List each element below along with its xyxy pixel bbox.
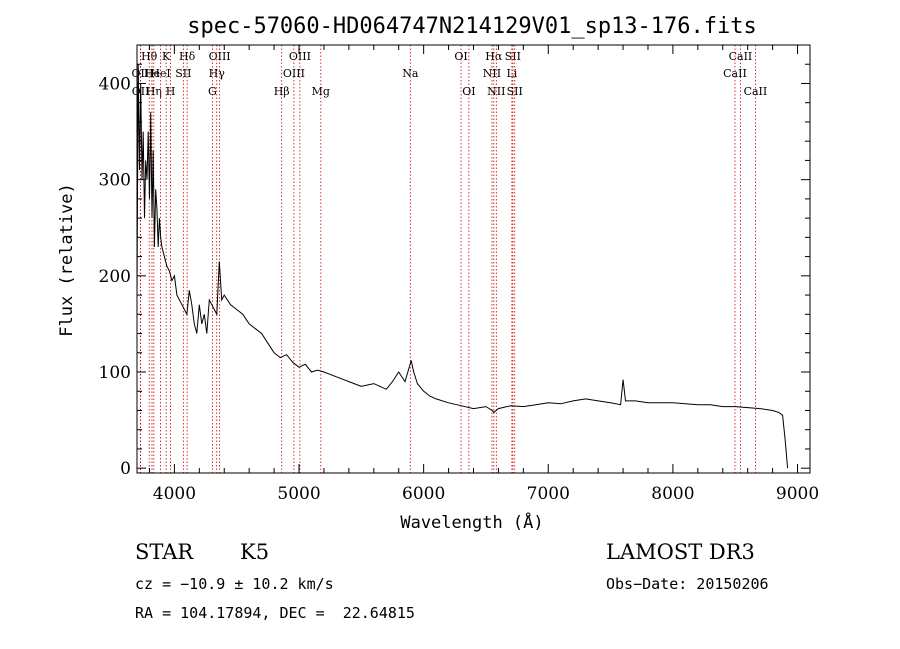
line-label-9: Hδ: [179, 50, 196, 63]
observation-date: Obs−Date: 20150206: [606, 575, 769, 593]
line-label-0: Hθ: [141, 50, 158, 63]
line-label-25: SII: [507, 85, 523, 98]
y-tick-label-3: 300: [99, 171, 131, 191]
object-class: STAR: [135, 540, 194, 564]
line-label-12: G: [208, 85, 217, 98]
x-axis-label: Wavelength (Å): [400, 511, 543, 533]
object-subclass: K5: [240, 540, 270, 564]
x-tick-label-2: 6000: [402, 484, 445, 504]
line-label-27: CaII: [723, 67, 747, 80]
x-tick-label-0: 4000: [153, 484, 196, 504]
x-tick-label-4: 8000: [651, 484, 694, 504]
line-label-7: H: [166, 85, 176, 98]
line-label-11: Hγ: [209, 67, 226, 80]
line-label-18: OI: [454, 50, 467, 63]
line-label-8: SII: [175, 67, 191, 80]
line-label-14: OIII: [289, 50, 311, 63]
line-label-16: Mg: [312, 85, 330, 98]
y-tick-label-0: 0: [120, 459, 131, 479]
line-label-13: Hβ: [274, 85, 290, 98]
line-label-22: NII: [487, 85, 505, 98]
y-tick-label-4: 400: [99, 74, 131, 94]
coordinates: RA = 104.17894, DEC = 22.64815: [135, 604, 415, 622]
spectrum-series: [136, 64, 789, 469]
line-label-17: Na: [402, 67, 419, 80]
line-label-6: HeI: [150, 67, 170, 80]
line-label-20: Hα: [485, 50, 503, 63]
x-tick-label-5: 9000: [776, 484, 819, 504]
spectrum-line: [136, 64, 789, 469]
line-label-24: Li: [506, 67, 517, 80]
chart-title: spec-57060-HD064747N214129V01_sp13-176.f…: [187, 14, 757, 39]
survey-name: LAMOST DR3: [606, 540, 755, 564]
line-label-19: OI: [462, 85, 475, 98]
x-tick-label-3: 7000: [527, 484, 570, 504]
line-label-28: CaII: [744, 85, 768, 98]
y-tick-label-2: 200: [99, 267, 131, 287]
line-label-4: Hη: [146, 85, 162, 98]
y-axis-label: Flux (relative): [57, 183, 77, 337]
line-label-26: CaII: [729, 50, 753, 63]
line-label-3: He: [144, 67, 160, 80]
axes: 4000 5000 6000 7000 8000 9000 0 100 200 300 400: [99, 45, 819, 504]
x-tick-label-1: 5000: [277, 484, 320, 504]
line-label-5: K: [162, 50, 171, 63]
line-label-15: OIII: [283, 67, 305, 80]
line-label-23: SII: [505, 50, 521, 63]
y-tick-label-1: 100: [99, 363, 131, 383]
redshift-value: cz = −10.9 ± 10.2 km/s: [135, 575, 334, 593]
line-label-10: OIII: [209, 50, 231, 63]
line-label-21: NII: [483, 67, 501, 80]
